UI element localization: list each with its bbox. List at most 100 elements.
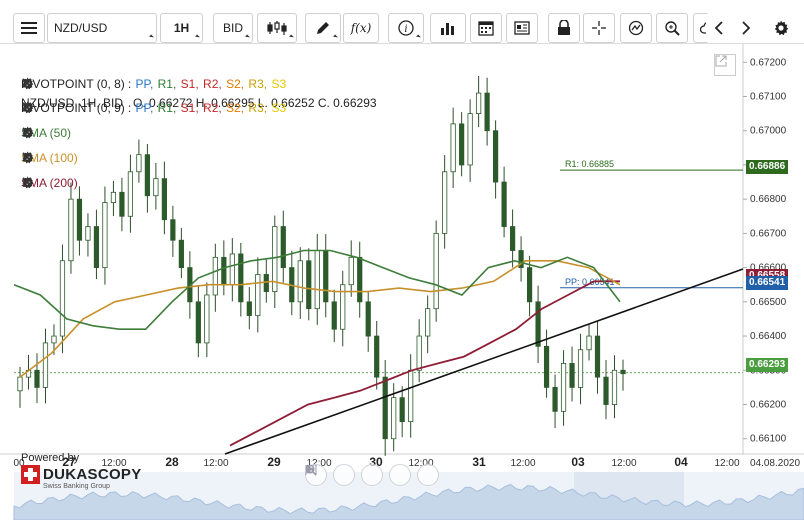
- symbol-selector[interactable]: NZD/USD: [47, 13, 157, 43]
- ohlc-readout: NZD/USD, 1H, BID O. 0.66272 H. 0.66295 L…: [21, 96, 377, 110]
- y-tick-label: 0.67000: [750, 126, 787, 137]
- scroll-right-button[interactable]: [733, 13, 758, 43]
- candle-bullish: [416, 335, 422, 371]
- info-button[interactable]: i: [388, 13, 424, 43]
- dropdown-caret-icon: [289, 34, 294, 40]
- dropdown-caret-icon: [149, 34, 154, 40]
- pivot-r1: R1,: [157, 77, 177, 91]
- navigator-area: [13, 483, 804, 520]
- candle-bearish: [221, 256, 227, 286]
- sma100-legend: SMA (100): [21, 151, 112, 165]
- sma200-legend: SMA (200): [21, 176, 112, 190]
- chevron-right-icon: [306, 464, 313, 474]
- x-day-label: 03: [571, 455, 585, 469]
- close-icon: [22, 127, 32, 137]
- candle-bullish: [611, 369, 618, 405]
- candle-bullish: [408, 369, 414, 423]
- volume-button[interactable]: [430, 13, 466, 43]
- candle-bullish: [68, 198, 74, 262]
- candle-bearish: [526, 267, 533, 303]
- y-tick-label: 0.66700: [750, 228, 787, 239]
- indicator-remove-button[interactable]: [22, 101, 321, 115]
- x-tick-label: 00: [13, 458, 25, 469]
- close-icon: [22, 78, 32, 88]
- crosshair-button[interactable]: [583, 13, 615, 43]
- lock-icon: [558, 20, 570, 35]
- price-side-selector[interactable]: BID: [213, 13, 253, 43]
- y-tick-label: 0.66200: [750, 400, 787, 411]
- x-day-label: 28: [165, 455, 179, 469]
- indicator-settings-button[interactable]: [22, 126, 88, 140]
- svg-text:i: i: [404, 24, 407, 35]
- candle-bullish: [348, 256, 354, 286]
- candle-bearish: [535, 301, 541, 347]
- pivot-r1: R1,: [157, 101, 177, 115]
- x-tick-label: 12:00: [101, 458, 126, 469]
- indicator-remove-button[interactable]: [22, 126, 105, 140]
- indicator-remove-button[interactable]: [22, 176, 112, 190]
- scroll-left-button[interactable]: [706, 13, 731, 43]
- indicator-settings-button[interactable]: [22, 77, 304, 91]
- indicators-button[interactable]: f(x): [343, 13, 379, 43]
- pp-price-tag: 0.66541: [746, 276, 789, 290]
- price-chart[interactable]: 0.672000.671000.670000.669000.668000.667…: [0, 44, 804, 520]
- settings-button[interactable]: [768, 13, 793, 43]
- chart-area[interactable]: 0.672000.671000.670000.669000.668000.667…: [0, 44, 804, 520]
- candle-bearish: [263, 274, 269, 292]
- sma100-label: SMA (100): [21, 151, 78, 165]
- price-side-label: BID: [222, 21, 243, 35]
- candle-bearish: [382, 376, 388, 440]
- info-icon: i: [398, 20, 414, 36]
- lock-button[interactable]: [548, 13, 580, 43]
- zoom-in-button[interactable]: [305, 464, 411, 486]
- x-tick-label: 12:00: [408, 458, 433, 469]
- pivot-pp: PP,: [135, 77, 154, 91]
- dukascopy-logo: DUKASCOPY: [21, 465, 142, 484]
- timeframe-selector[interactable]: 1H: [160, 13, 203, 43]
- pivot-s2: S2,: [226, 101, 245, 115]
- sma50-line: [13, 249, 621, 330]
- candle-bullish: [110, 191, 117, 203]
- news-button[interactable]: [506, 13, 538, 43]
- y-tick-label: 0.67100: [750, 91, 787, 102]
- pivot-s3: S3: [271, 77, 287, 91]
- candle-bearish: [323, 250, 329, 303]
- candle-bearish: [399, 397, 405, 423]
- pan-right-button[interactable]: [306, 464, 439, 486]
- draw-tool-button[interactable]: [305, 13, 341, 43]
- trendline: [224, 268, 744, 455]
- indicator-remove-button[interactable]: [22, 77, 321, 91]
- x-day-label: 27: [62, 455, 76, 469]
- candle-bearish: [161, 178, 167, 221]
- bar-chart-icon: [441, 23, 454, 35]
- candle-bullish: [136, 154, 142, 173]
- zoom-out-button[interactable]: [305, 464, 355, 486]
- dukascopy-branding[interactable]: Powered by DUKASCOPY Swiss Banking Group: [21, 452, 142, 490]
- indicator-settings-button[interactable]: [22, 151, 95, 165]
- candle-bullish: [17, 376, 23, 392]
- x-day-label: 04: [674, 455, 688, 469]
- detach-chart-button[interactable]: [714, 54, 736, 76]
- compare-button[interactable]: [620, 13, 652, 43]
- pivot-prefix: :: [127, 77, 132, 91]
- reset-view-button[interactable]: [305, 464, 383, 486]
- calendar-button[interactable]: [470, 13, 502, 43]
- indicator-remove-button[interactable]: [22, 151, 112, 165]
- timeframe-label: 1H: [173, 21, 190, 35]
- menu-button[interactable]: [13, 13, 45, 43]
- candle-bullish: [212, 256, 218, 296]
- chart-type-button[interactable]: [257, 13, 297, 43]
- pivot-levels: : PP, R1, S1, R2, S2, R3, S3: [128, 101, 287, 115]
- indicator-settings-button[interactable]: [22, 176, 95, 190]
- hamburger-icon: [21, 22, 37, 34]
- magnifier-icon: [665, 21, 680, 36]
- candle-bullish: [255, 274, 261, 316]
- x-tick-label: 12:00: [611, 458, 636, 469]
- candle-bullish: [42, 342, 49, 388]
- pivot-r3: R3,: [248, 101, 268, 115]
- pivot-legend-1: PIVOTPOINT (0, 8) : PP, R1, S1, R2, S2, …: [21, 77, 321, 91]
- zoom-button[interactable]: [656, 13, 688, 43]
- close-icon: [22, 152, 32, 162]
- indicator-settings-button[interactable]: [22, 101, 304, 115]
- pivot-levels: : PP, R1, S1, R2, S2, R3, S3: [128, 77, 287, 91]
